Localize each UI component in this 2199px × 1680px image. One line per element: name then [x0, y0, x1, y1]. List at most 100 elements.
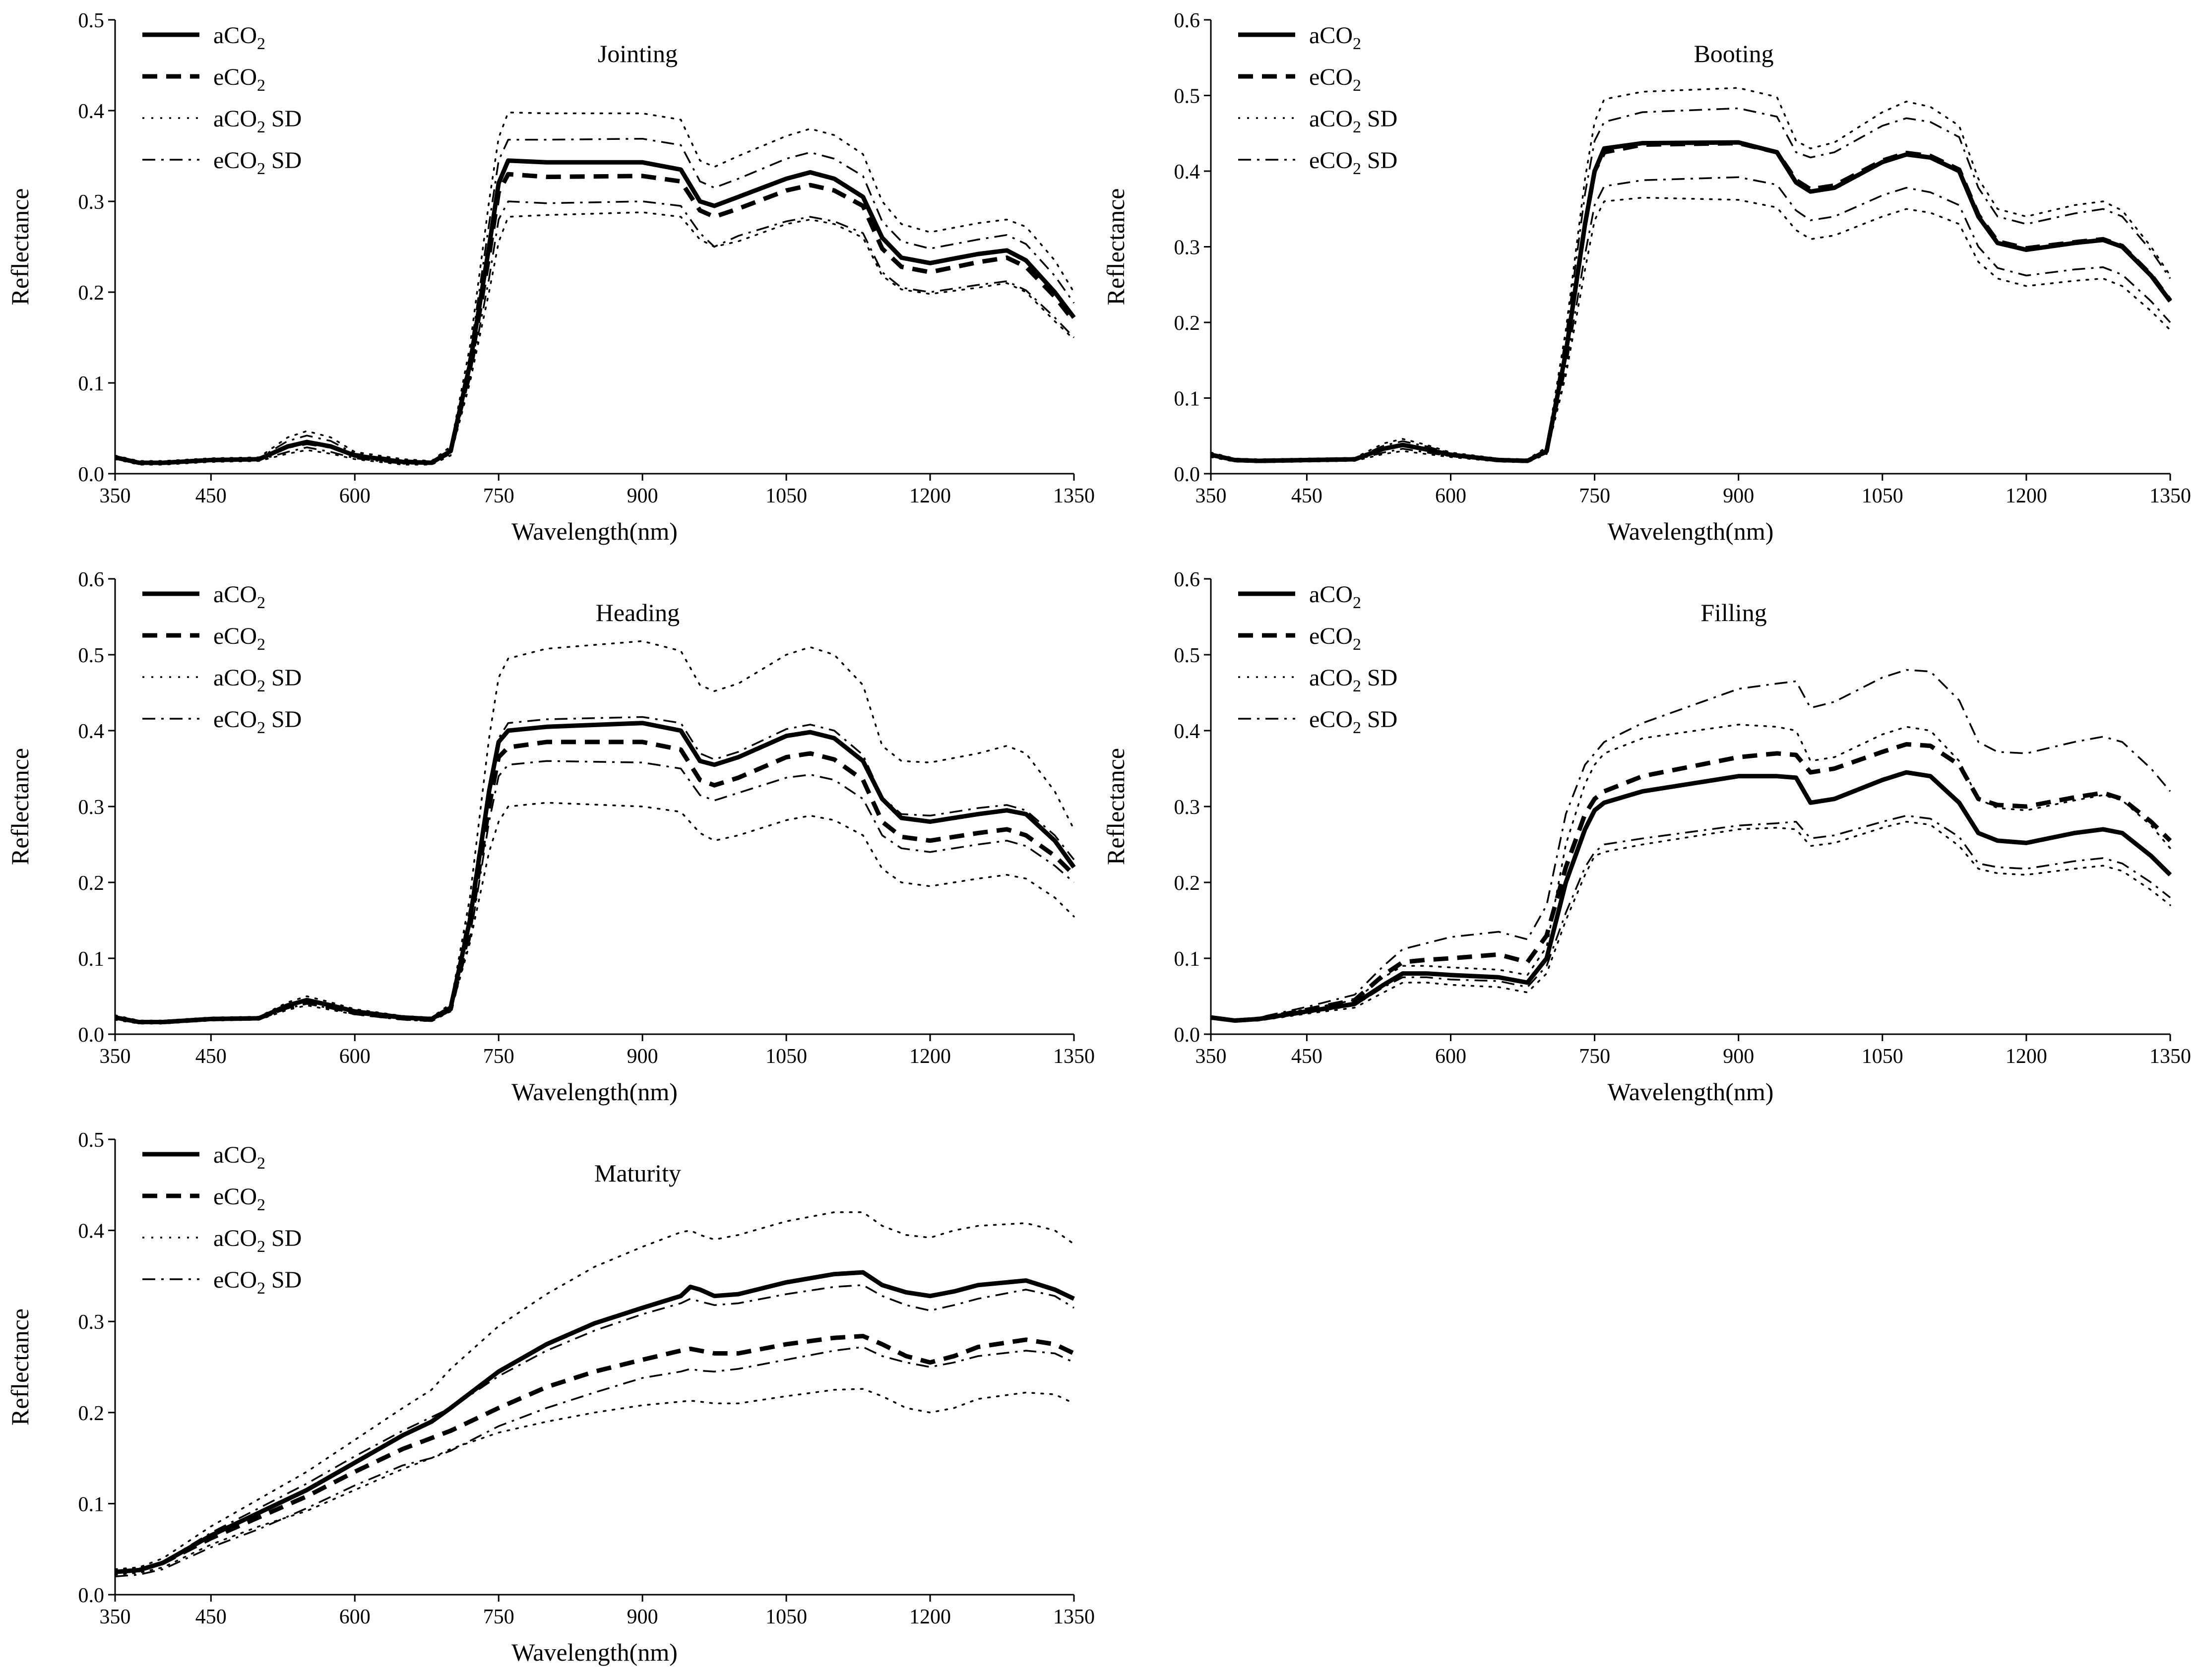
y-tick-label: 0.1	[78, 373, 105, 395]
series-line-eco2	[1210, 141, 2172, 463]
x-tick-label: 750	[483, 1045, 514, 1068]
y-tick-label: 0.1	[1174, 388, 1200, 411]
y-tick-label: 0.4	[78, 720, 105, 743]
x-tick-label: 1350	[2149, 485, 2191, 507]
series-line-eco2	[115, 172, 1076, 465]
x-tick-label: 750	[1579, 1045, 1610, 1068]
series-line-aco2	[1210, 140, 2172, 463]
chart-panel-heading: 350 450 600 750 900 1050 1200 1350 0.0 0.1 0.2 0.3 0…	[6, 568, 1095, 1106]
x-tick-label: 450	[1291, 485, 1322, 507]
legend-label-aco2-sd: aCO2 SD	[1309, 106, 1397, 136]
series-line-eco2-sd-lower	[115, 1346, 1074, 1578]
y-tick-label: 0.2	[1174, 312, 1200, 335]
series-line-aco2	[115, 158, 1076, 465]
y-tick-label: 0.5	[1174, 644, 1200, 667]
x-tick-label: 450	[1291, 1045, 1322, 1068]
x-tick-label: 1050	[1862, 1045, 1903, 1068]
x-axis-title: Wavelength(nm)	[511, 517, 678, 545]
x-tick-label: 900	[627, 1606, 658, 1628]
y-axis-title: Reflectance	[6, 188, 34, 306]
legend-label-aco2: aCO2	[213, 1142, 265, 1173]
y-tick-label: 0.3	[1174, 796, 1200, 819]
x-tick-label: 1050	[765, 485, 807, 507]
legend-label-eco2: eCO2	[213, 1183, 265, 1214]
series-line-eco2-sd-upper	[115, 1284, 1074, 1572]
legend-label-aco2: aCO2	[1309, 581, 1361, 612]
x-tick-label: 900	[1723, 485, 1754, 507]
x-tick-label: 450	[195, 1045, 227, 1068]
y-tick-label: 0.4	[1174, 161, 1200, 184]
x-tick-label: 1200	[2006, 1045, 2047, 1068]
x-tick-label: 600	[1435, 1045, 1466, 1068]
legend-label-eco2: eCO2	[1309, 623, 1361, 654]
y-tick-label: 0.5	[78, 644, 105, 667]
y-tick-label: 0.6	[78, 568, 105, 591]
series-line-aco2	[1210, 770, 2172, 1023]
chart-panel-maturity: 350 450 600 750 900 1050 1200 1350 0.0 0.1 0.2 0.3 0…	[6, 1129, 1095, 1666]
y-tick-label: 0.2	[78, 1402, 105, 1425]
y-tick-label: 0.3	[78, 191, 105, 214]
x-tick-label: 1050	[765, 1045, 807, 1068]
x-axis-title: Wavelength(nm)	[511, 1638, 678, 1666]
series-line-aco2-sd-upper	[114, 640, 1075, 1022]
y-axis-title: Reflectance	[6, 1308, 34, 1426]
series-line-eco2-sd-upper	[1210, 107, 2171, 461]
x-tick-label: 450	[195, 485, 227, 507]
y-tick-label: 0.5	[78, 9, 105, 32]
x-tick-label: 750	[483, 1606, 514, 1628]
series-line-eco2-sd-upper	[115, 716, 1075, 1022]
x-tick-label: 600	[339, 485, 371, 507]
series-line-aco2-sd-lower	[1210, 820, 2171, 1022]
legend-label-eco2-sd: eCO2 SD	[213, 147, 302, 178]
legend-label-eco2: eCO2	[1309, 64, 1361, 95]
y-tick-label: 0.2	[78, 282, 105, 305]
x-tick-label: 350	[100, 1045, 131, 1068]
x-axis-title: Wavelength(nm)	[511, 1078, 678, 1106]
series-line-eco2	[1210, 742, 2172, 1023]
y-tick-label: 0.2	[1174, 872, 1200, 895]
y-tick-label: 0.1	[1174, 948, 1200, 971]
x-tick-label: 750	[1579, 485, 1610, 507]
y-tick-label: 0.4	[1174, 720, 1200, 743]
y-tick-label: 0.6	[1174, 568, 1200, 591]
y-tick-label: 0.5	[1174, 85, 1200, 108]
legend-label-eco2-sd: eCO2 SD	[213, 1267, 302, 1298]
x-tick-label: 1200	[909, 1045, 951, 1068]
x-tick-label: 900	[627, 485, 658, 507]
y-axis-title: Reflectance	[1102, 748, 1130, 865]
y-tick-label: 0.2	[78, 872, 105, 895]
x-tick-label: 750	[483, 485, 514, 507]
y-axis-title: Reflectance	[1102, 188, 1130, 306]
series-line-aco2	[115, 721, 1076, 1024]
series-line-eco2-sd-lower	[115, 200, 1075, 465]
legend-label-aco2: aCO2	[213, 22, 265, 53]
y-tick-label: 0.0	[78, 1024, 105, 1047]
x-tick-label: 600	[1435, 485, 1466, 507]
x-axis-title: Wavelength(nm)	[1608, 1078, 1774, 1106]
panel-title: Heading	[596, 599, 680, 626]
x-tick-label: 1200	[909, 485, 951, 507]
x-tick-label: 600	[339, 1045, 371, 1068]
y-tick-label: 0.1	[78, 1493, 105, 1516]
x-tick-label: 1350	[1053, 1606, 1095, 1628]
series-line-aco2	[115, 1270, 1075, 1574]
chart-panel-filling: 350 450 600 750 900 1050 1200 1350 0.0 0.1 0.2 0.3 0…	[1102, 568, 2191, 1106]
x-tick-label: 1200	[909, 1606, 951, 1628]
y-tick-label: 0.0	[78, 1584, 105, 1607]
panel-title: Filling	[1700, 599, 1766, 626]
legend-label-eco2: eCO2	[213, 623, 265, 654]
y-tick-label: 0.6	[1174, 9, 1200, 32]
x-tick-label: 900	[627, 1045, 658, 1068]
y-tick-label: 0.4	[78, 100, 105, 123]
series-line-eco2	[115, 740, 1076, 1024]
panel-title: Jointing	[598, 40, 678, 67]
y-tick-label: 0.3	[78, 796, 105, 819]
legend-label-aco2: aCO2	[213, 581, 265, 612]
y-tick-label: 0.0	[78, 463, 105, 486]
x-tick-label: 1050	[1862, 485, 1903, 507]
x-tick-label: 1350	[1053, 485, 1095, 507]
x-tick-label: 350	[1195, 1045, 1227, 1068]
x-tick-label: 900	[1723, 1045, 1754, 1068]
legend-label-aco2-sd: aCO2 SD	[213, 106, 302, 136]
